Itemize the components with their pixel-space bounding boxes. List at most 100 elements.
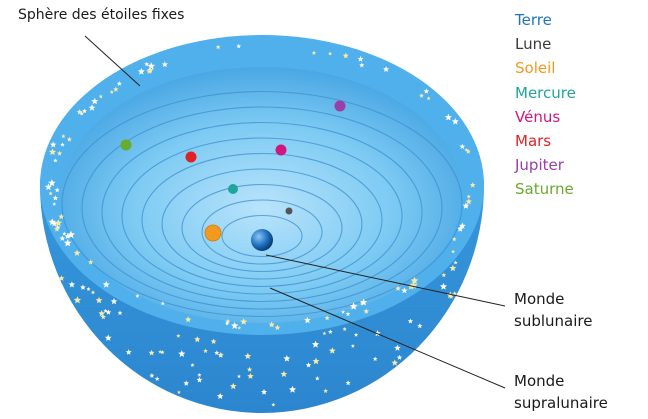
star bbox=[449, 264, 457, 272]
star bbox=[217, 351, 224, 358]
star bbox=[359, 298, 368, 306]
orbit-ring bbox=[101, 121, 423, 303]
star bbox=[160, 301, 165, 306]
star bbox=[161, 61, 168, 68]
star bbox=[311, 340, 320, 348]
star bbox=[283, 355, 291, 362]
star bbox=[261, 388, 268, 395]
saturn bbox=[120, 139, 132, 151]
star bbox=[315, 376, 320, 381]
legend-mars: Mars bbox=[515, 132, 552, 151]
star bbox=[383, 66, 390, 72]
star bbox=[52, 202, 57, 206]
legend-mercure: Mercure bbox=[515, 83, 576, 102]
star bbox=[224, 321, 230, 326]
star bbox=[54, 226, 60, 232]
star bbox=[452, 291, 458, 296]
star bbox=[323, 388, 328, 393]
star bbox=[345, 311, 351, 317]
star bbox=[342, 326, 347, 331]
star bbox=[372, 356, 378, 361]
star bbox=[459, 143, 466, 149]
star bbox=[146, 66, 154, 73]
star bbox=[324, 315, 330, 321]
star bbox=[231, 322, 239, 329]
star bbox=[465, 148, 471, 154]
supralunar-label-line1: Monde bbox=[514, 372, 565, 390]
star bbox=[341, 310, 346, 314]
star bbox=[469, 182, 476, 188]
star bbox=[48, 148, 57, 156]
star bbox=[196, 376, 203, 383]
star bbox=[328, 329, 333, 334]
star bbox=[466, 194, 471, 199]
jupiter bbox=[334, 100, 346, 112]
star bbox=[66, 136, 72, 142]
star bbox=[104, 334, 112, 341]
star bbox=[342, 52, 349, 59]
star bbox=[210, 338, 217, 344]
star bbox=[395, 285, 401, 291]
star bbox=[268, 321, 275, 328]
mars bbox=[185, 151, 197, 163]
star bbox=[58, 275, 65, 281]
star bbox=[52, 195, 59, 201]
star bbox=[215, 44, 221, 50]
legend-venus: Vénus bbox=[515, 107, 561, 126]
sphere-leader-line bbox=[84, 35, 141, 87]
star bbox=[44, 183, 52, 191]
star bbox=[451, 249, 456, 254]
orbit-ring bbox=[121, 137, 403, 295]
legend-terre: Terre bbox=[515, 11, 552, 29]
orbit-ring bbox=[181, 183, 343, 273]
star bbox=[50, 141, 57, 148]
star bbox=[444, 113, 452, 121]
star bbox=[53, 158, 58, 163]
star bbox=[401, 287, 408, 294]
star bbox=[79, 111, 84, 116]
star bbox=[137, 68, 145, 75]
star bbox=[271, 402, 276, 407]
mercury bbox=[228, 184, 238, 194]
star bbox=[464, 147, 469, 152]
star bbox=[149, 373, 155, 378]
star bbox=[194, 336, 201, 343]
star bbox=[451, 236, 457, 242]
star bbox=[82, 108, 87, 114]
star bbox=[410, 281, 418, 289]
star bbox=[246, 366, 253, 372]
star bbox=[88, 259, 94, 265]
star bbox=[311, 50, 317, 55]
star bbox=[441, 272, 447, 278]
inner-basin bbox=[62, 67, 462, 323]
star bbox=[160, 350, 165, 355]
sublunar-label-line1: Monde bbox=[514, 290, 565, 308]
sublunar-leader-line bbox=[265, 254, 506, 307]
star bbox=[350, 344, 355, 348]
orbit-ring bbox=[141, 152, 383, 288]
star bbox=[102, 280, 110, 288]
star bbox=[117, 310, 123, 316]
supralunar-leader-line bbox=[269, 287, 506, 389]
star bbox=[64, 233, 71, 239]
supralunar-label: Monde supralunaire bbox=[514, 370, 608, 414]
star bbox=[305, 362, 312, 368]
star bbox=[396, 354, 403, 360]
star bbox=[274, 324, 281, 331]
star bbox=[88, 104, 96, 111]
star bbox=[91, 97, 99, 105]
star bbox=[216, 392, 224, 400]
star bbox=[229, 382, 237, 390]
star bbox=[59, 235, 66, 241]
star bbox=[457, 225, 463, 231]
star bbox=[197, 372, 202, 377]
star bbox=[60, 142, 65, 147]
star bbox=[244, 352, 252, 360]
star bbox=[177, 390, 181, 394]
orbit-ring bbox=[161, 168, 363, 280]
star bbox=[448, 294, 454, 299]
sun bbox=[204, 224, 222, 242]
sublunar-label: Monde sublunaire bbox=[514, 288, 592, 332]
star bbox=[391, 359, 399, 366]
